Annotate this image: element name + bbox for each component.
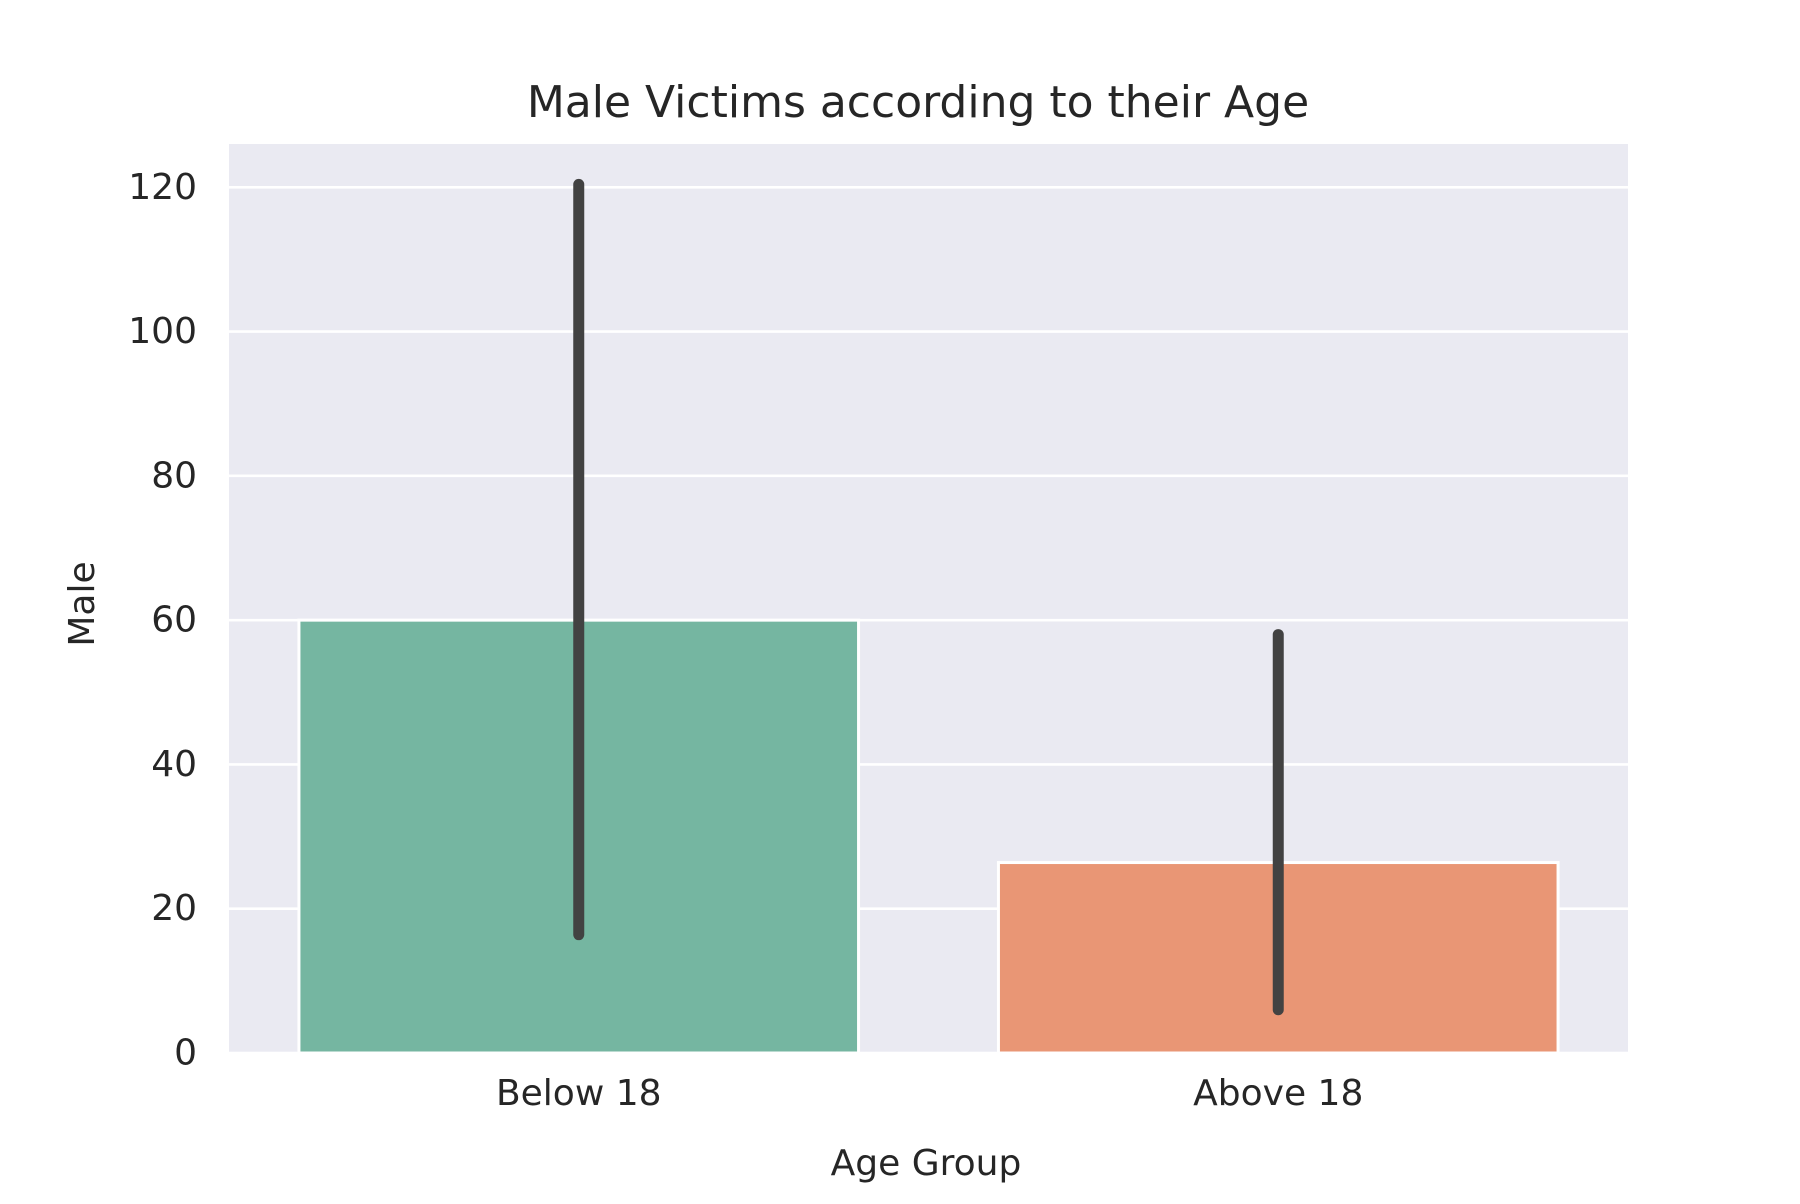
x-tick-label: Above 18 — [1193, 1073, 1363, 1114]
x-tick-label: Below 18 — [496, 1073, 662, 1114]
y-axis-ticks: 0 20 40 60 80 100 120 — [128, 167, 197, 1074]
chart-title: Male Victims according to their Age — [527, 77, 1309, 128]
x-axis-label: Age Group — [831, 1143, 1022, 1184]
y-tick-label: 40 — [151, 744, 197, 785]
y-tick-label: 0 — [174, 1033, 197, 1074]
error-bars — [573, 178, 1284, 1016]
y-tick-label: 60 — [151, 600, 197, 641]
y-tick-label: 20 — [151, 888, 197, 929]
y-tick-label: 80 — [151, 455, 197, 496]
y-axis-label: Male — [62, 561, 103, 646]
y-tick-label: 120 — [128, 167, 197, 208]
y-tick-label: 100 — [128, 311, 197, 352]
x-axis-ticks: Below 18 Above 18 — [496, 1073, 1363, 1114]
